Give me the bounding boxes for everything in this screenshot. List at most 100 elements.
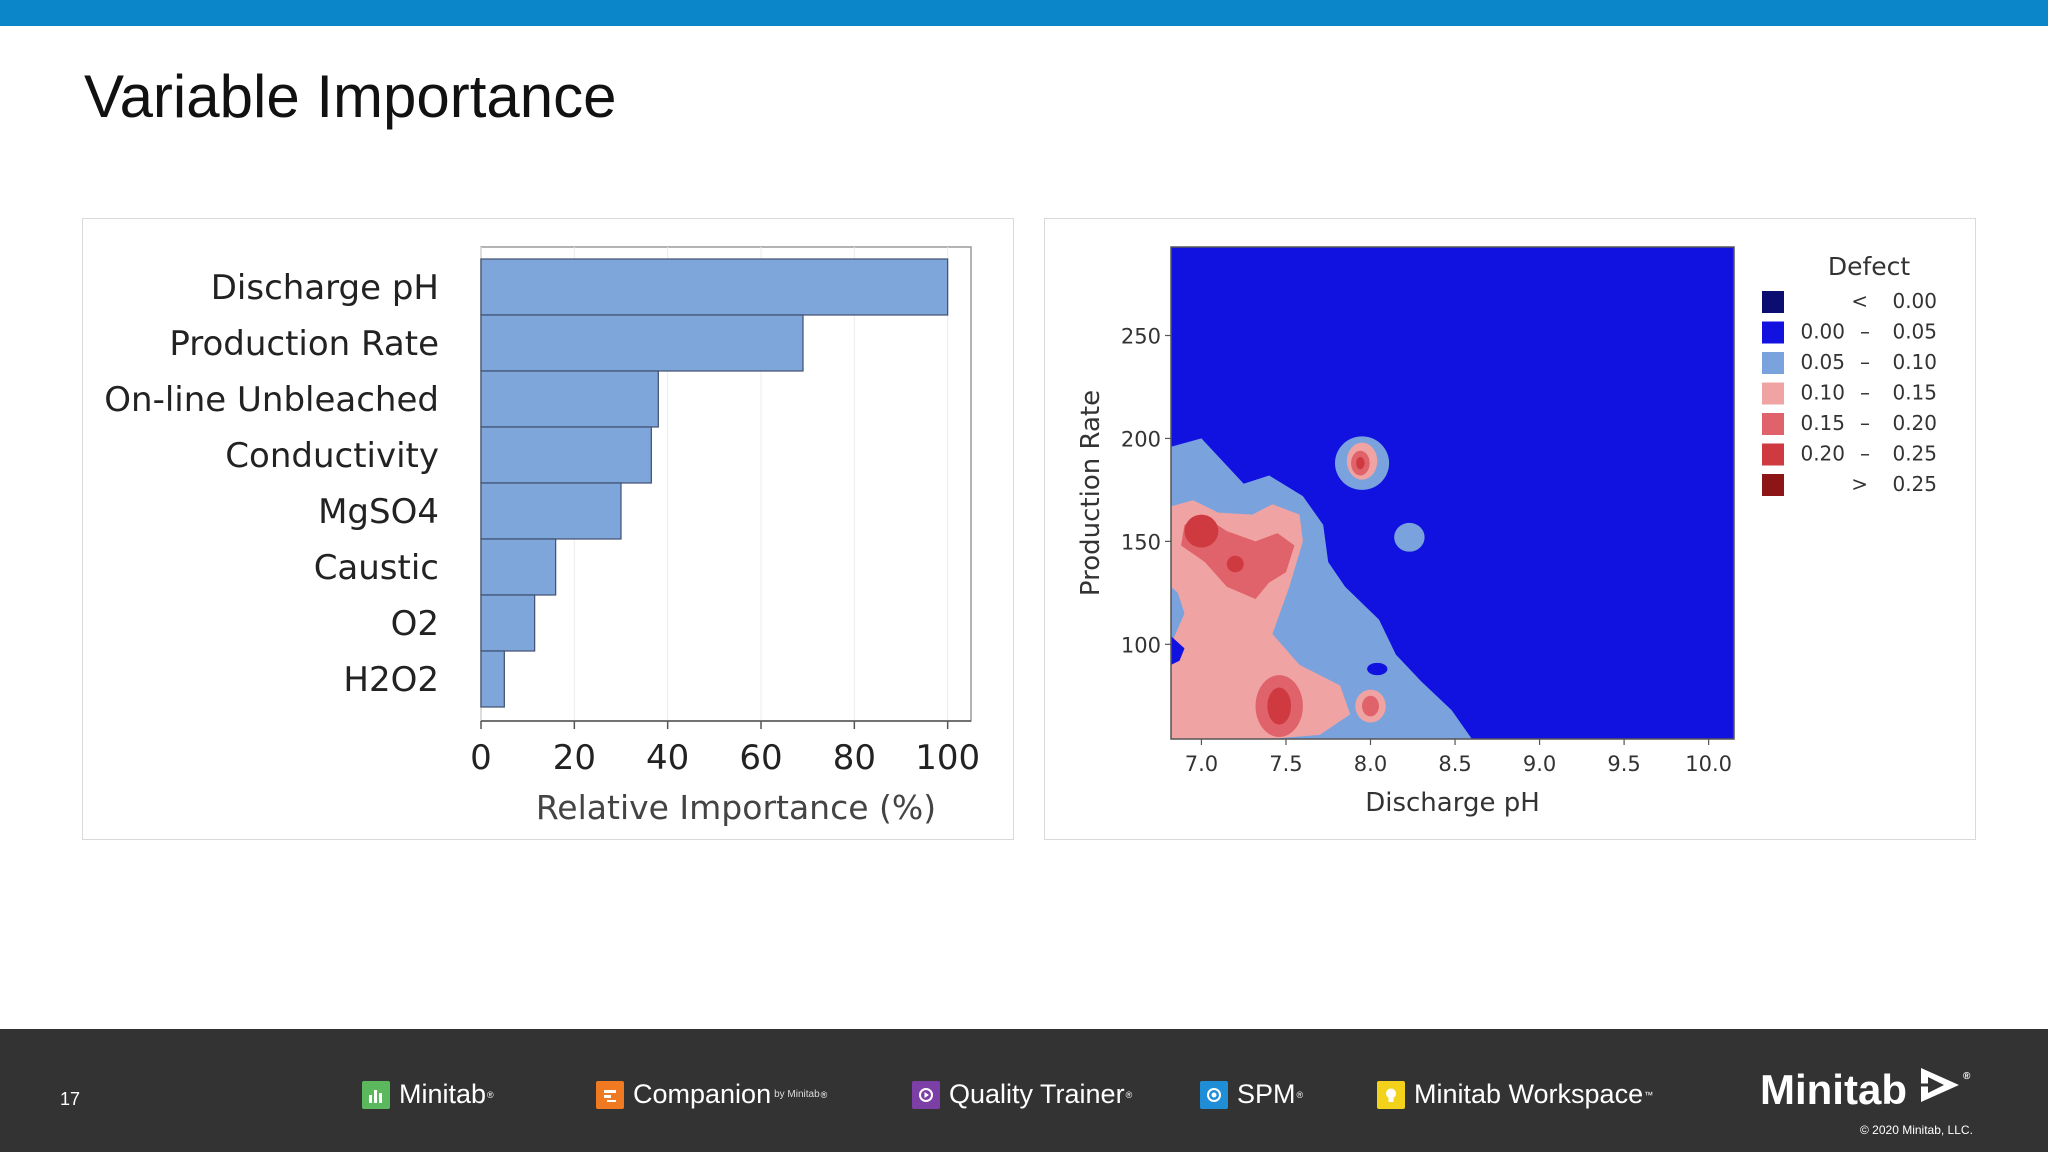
contour-plot-panel: 100 150 200 250 7.0 7.5 8.0 8.5 9.0 9.5 10.0 Discha… bbox=[1044, 218, 1976, 840]
category-label: MgSO4 bbox=[318, 492, 439, 532]
bar bbox=[480, 538, 557, 596]
contour-region bbox=[1362, 695, 1379, 717]
x-tick-label: 8.5 bbox=[1438, 752, 1471, 776]
legend-high: 0.25 bbox=[1892, 442, 1937, 466]
companion-icon bbox=[596, 1080, 624, 1109]
category-label: Production Rate bbox=[169, 324, 439, 364]
legend-high: 0.15 bbox=[1892, 381, 1937, 405]
x-tick-label: 20 bbox=[553, 738, 596, 778]
legend-low: 0.05 bbox=[1800, 350, 1845, 374]
category-label: Discharge pH bbox=[211, 268, 439, 308]
y-axis-title: Production Rate bbox=[1076, 390, 1106, 596]
bar bbox=[480, 482, 622, 540]
legend-low: 0.10 bbox=[1800, 381, 1845, 405]
product-mark: ® bbox=[820, 1089, 828, 1100]
lightbulb-icon bbox=[1377, 1080, 1405, 1109]
category-label: On-line Unbleached bbox=[104, 380, 439, 420]
legend-low: < bbox=[1851, 289, 1868, 313]
legend-swatch bbox=[1762, 352, 1784, 374]
x-axis-title: Relative Importance (%) bbox=[536, 788, 936, 827]
y-tick-label: 250 bbox=[1121, 325, 1161, 349]
product-spm[interactable]: SPM ® bbox=[1200, 1079, 1303, 1110]
contour-region bbox=[1226, 555, 1244, 573]
product-label: Quality Trainer bbox=[949, 1079, 1125, 1109]
bar bbox=[480, 258, 949, 316]
contour-region bbox=[1184, 514, 1219, 548]
product-companion[interactable]: Companion by Minitab ® bbox=[596, 1079, 827, 1110]
category-label: Conductivity bbox=[225, 436, 439, 476]
legend-high: 0.00 bbox=[1892, 289, 1937, 313]
legend-high: 0.20 bbox=[1892, 411, 1937, 435]
legend-swatch bbox=[1762, 321, 1784, 344]
legend-low: 0.20 bbox=[1800, 442, 1845, 466]
x-tick-label: 40 bbox=[646, 738, 689, 778]
defect-contour-plot: 100 150 200 250 7.0 7.5 8.0 8.5 9.0 9.5 10.0 Discha… bbox=[1076, 246, 1937, 818]
copyright-text: © 2020 Minitab, LLC. bbox=[1860, 1123, 1973, 1137]
product-mark: ™ bbox=[1644, 1089, 1654, 1100]
product-label: Minitab bbox=[399, 1079, 487, 1109]
product-quality-trainer[interactable]: Quality Trainer ® bbox=[912, 1079, 1132, 1110]
importance-chart-panel: Discharge pH Production Rate On-line Unble… bbox=[82, 218, 1014, 840]
x-tick-label: 7.0 bbox=[1185, 752, 1218, 776]
footer-bar: 17 Minitab ® Companion by Minitab ® Quality… bbox=[0, 1029, 2048, 1152]
legend-high: 0.10 bbox=[1892, 350, 1937, 374]
importance-bar-chart: Discharge pH Production Rate On-line Unble… bbox=[104, 246, 980, 827]
product-byline: by Minitab bbox=[774, 1089, 820, 1100]
play-icon bbox=[912, 1080, 940, 1109]
bar bbox=[480, 650, 505, 708]
x-tick-label: 60 bbox=[739, 738, 782, 778]
top-accent-bar bbox=[0, 0, 2048, 26]
legend-swatch bbox=[1762, 291, 1784, 313]
slide-number: 17 bbox=[60, 1089, 81, 1109]
category-label: H2O2 bbox=[343, 660, 439, 700]
product-mark: ® bbox=[487, 1089, 494, 1100]
legend-dash: – bbox=[1860, 350, 1870, 374]
x-tick-label: 80 bbox=[833, 738, 876, 778]
bar bbox=[480, 314, 804, 372]
brand-wordmark: Minitab bbox=[1760, 1066, 1907, 1113]
legend-swatch bbox=[1762, 382, 1784, 405]
y-tick-label: 200 bbox=[1121, 427, 1161, 451]
plot-frame bbox=[1170, 246, 1735, 740]
x-tick-label: 0 bbox=[470, 738, 492, 778]
slide-title: Variable Importance bbox=[84, 63, 617, 130]
minitab-logo-icon bbox=[1919, 1065, 1963, 1115]
product-label: Companion bbox=[633, 1079, 772, 1109]
bar-chart-icon bbox=[362, 1080, 390, 1109]
contour-region bbox=[1394, 522, 1425, 552]
contour-region bbox=[1367, 662, 1388, 676]
legend-dash: – bbox=[1860, 381, 1870, 405]
y-tick-label: 100 bbox=[1121, 633, 1161, 657]
x-tick-label: 9.0 bbox=[1523, 752, 1556, 776]
legend-low: > bbox=[1851, 472, 1868, 496]
product-label: SPM bbox=[1237, 1079, 1296, 1109]
minitab-brand-logo[interactable]: Minitab ® bbox=[1760, 1065, 1970, 1115]
x-tick-label: 100 bbox=[915, 738, 980, 778]
product-mark: ® bbox=[1125, 1089, 1133, 1100]
legend-swatch bbox=[1762, 413, 1784, 435]
legend-title: Defect bbox=[1828, 252, 1911, 281]
brand-mark-symbol: ® bbox=[1962, 1071, 1971, 1082]
bar bbox=[480, 370, 659, 428]
x-tick-label: 7.5 bbox=[1269, 752, 1302, 776]
product-minitab[interactable]: Minitab ® bbox=[362, 1079, 494, 1110]
contour-region bbox=[1267, 687, 1292, 725]
bar bbox=[480, 426, 652, 484]
contour-region bbox=[1171, 636, 1185, 665]
legend-low: 0.00 bbox=[1800, 320, 1845, 344]
x-tick-label: 8.0 bbox=[1354, 752, 1387, 776]
product-minitab-workspace[interactable]: Minitab Workspace ™ bbox=[1377, 1079, 1653, 1110]
x-tick-label: 9.5 bbox=[1607, 752, 1640, 776]
category-label: Caustic bbox=[314, 548, 439, 588]
y-tick-label: 150 bbox=[1121, 530, 1161, 554]
legend-low: 0.15 bbox=[1800, 411, 1845, 435]
x-tick-label: 10.0 bbox=[1685, 752, 1732, 776]
legend-dash: – bbox=[1860, 411, 1870, 435]
product-mark: ® bbox=[1296, 1089, 1304, 1100]
product-label: Minitab Workspace bbox=[1414, 1079, 1644, 1109]
spm-icon bbox=[1200, 1080, 1228, 1109]
x-axis-title: Discharge pH bbox=[1365, 788, 1540, 818]
legend-dash: – bbox=[1860, 442, 1870, 466]
legend-swatch bbox=[1762, 443, 1784, 466]
contour-regions bbox=[1171, 436, 1472, 739]
